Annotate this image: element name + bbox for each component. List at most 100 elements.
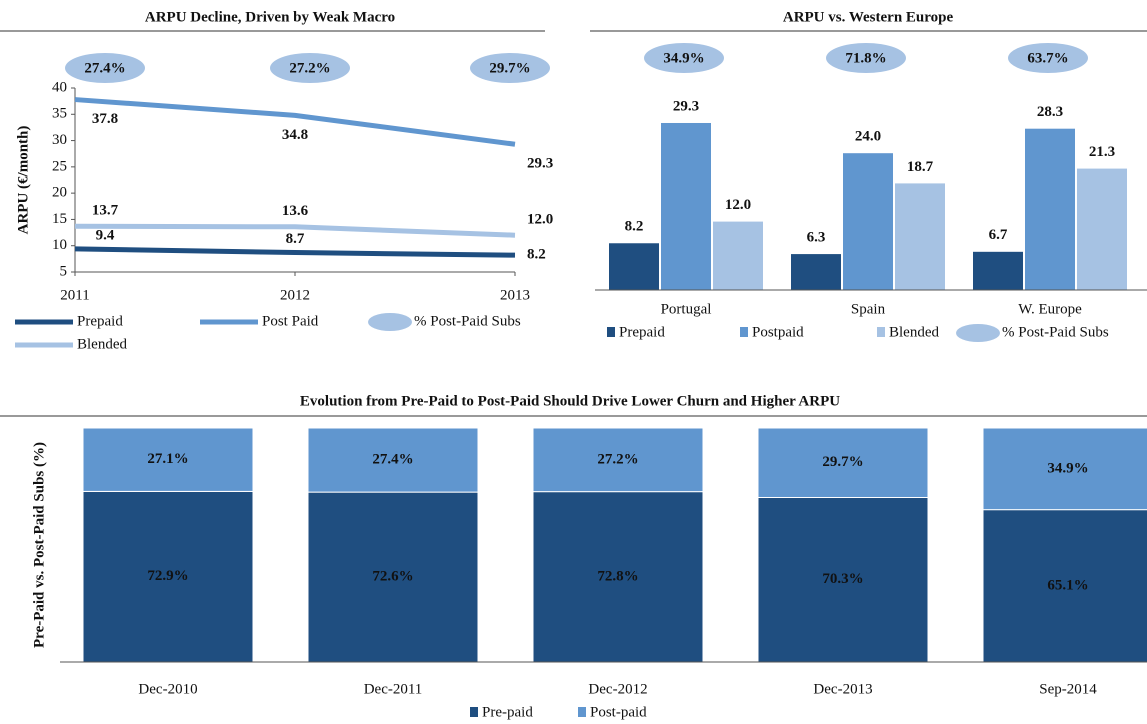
y-tick-label: 40: [52, 79, 67, 95]
x-tick-label: Spain: [851, 301, 886, 317]
legend-label: Prepaid: [619, 324, 665, 340]
legend-label: % Post-Paid Subs: [1002, 324, 1109, 340]
x-tick-label: Dec-2013: [813, 681, 872, 697]
bubble-label: 71.8%: [845, 50, 886, 66]
bubble: [644, 43, 724, 73]
bubble-label: 27.2%: [289, 60, 330, 76]
x-tick-label: Dec-2010: [138, 681, 197, 697]
bar-segment: [82, 490, 254, 663]
data-label: 6.7: [989, 227, 1008, 243]
data-label: 8.7: [286, 231, 305, 247]
legend-label: Blended: [77, 336, 127, 352]
y-axis-label: ARPU (€/month): [15, 126, 31, 235]
series-line: [74, 223, 516, 238]
data-label: 8.2: [625, 219, 644, 235]
data-label: 27.4%: [372, 451, 413, 467]
legend-swatch: [470, 707, 478, 717]
data-label: 12.0: [527, 212, 553, 228]
legend-label: Blended: [889, 324, 939, 340]
y-tick-label: 25: [52, 158, 67, 174]
bar: [973, 251, 1023, 290]
bubble-label: 27.4%: [84, 60, 125, 76]
legend-label: Pre-paid: [482, 704, 533, 720]
legend-swatch: [740, 327, 748, 337]
data-label: 72.8%: [597, 568, 638, 584]
chart-title: Evolution from Pre-Paid to Post-Paid Sho…: [300, 393, 840, 409]
data-label: 9.4: [96, 227, 115, 243]
y-axis-label: Pre-Paid vs. Post-Paid Subs (%): [31, 442, 47, 648]
y-tick-label: 10: [52, 237, 67, 253]
y-tick-label: 5: [60, 263, 68, 279]
bar-segment: [532, 427, 704, 493]
data-label: 34.9%: [1047, 460, 1088, 476]
y-tick-label: 15: [52, 211, 67, 227]
x-tick-label: Portugal: [661, 301, 712, 317]
bar-segment: [982, 427, 1147, 511]
legend-swatch: [578, 707, 586, 717]
chart-title: ARPU vs. Western Europe: [783, 9, 954, 25]
series-line: [74, 97, 516, 147]
chart-title: ARPU Decline, Driven by Weak Macro: [145, 9, 395, 25]
bar: [895, 183, 945, 290]
legend-swatch: [877, 327, 885, 337]
bubble: [1008, 43, 1088, 73]
bar-segment: [532, 491, 704, 663]
data-label: 29.3: [673, 98, 699, 114]
bar: [843, 153, 893, 290]
bar-segment: [307, 427, 479, 493]
data-label: 34.8: [282, 127, 308, 143]
legend-label: % Post-Paid Subs: [414, 313, 521, 329]
bubble-label: 29.7%: [489, 60, 530, 76]
y-tick-label: 30: [52, 132, 67, 148]
data-label: 27.2%: [597, 451, 638, 467]
legend-label: Prepaid: [77, 313, 123, 329]
data-label: 29.7%: [822, 454, 863, 470]
data-label: 13.6: [282, 203, 309, 219]
legend-swatch: [607, 327, 615, 337]
data-label: 21.3: [1089, 144, 1115, 160]
legend-bubble: [956, 324, 1000, 342]
bubble: [270, 53, 350, 83]
bubble: [826, 43, 906, 73]
bar: [1077, 168, 1127, 290]
data-label: 24.0: [855, 129, 881, 145]
legend-bubble: [368, 313, 412, 331]
data-label: 6.3: [807, 230, 826, 246]
bar-segment: [757, 427, 929, 498]
data-label: 72.9%: [147, 568, 188, 584]
data-label: 27.1%: [147, 451, 188, 467]
y-tick-label: 35: [52, 106, 67, 122]
legend-label: Postpaid: [752, 324, 804, 340]
data-label: 18.7: [907, 159, 934, 175]
bar: [661, 122, 711, 291]
bar: [609, 243, 659, 290]
data-label: 28.3: [1037, 104, 1063, 120]
x-tick-label: 2013: [500, 287, 530, 303]
bubble-label: 34.9%: [663, 50, 704, 66]
bar: [713, 221, 763, 290]
data-label: 65.1%: [1047, 577, 1088, 593]
bar-segment: [757, 496, 929, 663]
bubble: [470, 53, 550, 83]
data-label: 37.8: [92, 111, 118, 127]
x-tick-label: Dec-2012: [588, 681, 647, 697]
data-label: 8.2: [527, 247, 546, 263]
x-tick-label: Dec-2011: [364, 681, 423, 697]
data-label: 70.3%: [822, 571, 863, 587]
legend-label: Post-paid: [590, 704, 647, 720]
bar-segment: [82, 427, 254, 492]
x-tick-label: W. Europe: [1018, 301, 1082, 317]
data-label: 12.0: [725, 197, 751, 213]
data-label: 13.7: [92, 203, 119, 219]
bar: [791, 254, 841, 290]
x-tick-label: 2011: [60, 287, 89, 303]
data-label: 29.3: [527, 156, 553, 172]
legend-label: Post Paid: [262, 313, 319, 329]
x-tick-label: 2012: [280, 287, 310, 303]
bar: [1025, 128, 1075, 290]
data-label: 72.6%: [372, 568, 413, 584]
bubble-label: 63.7%: [1027, 50, 1068, 66]
series-line: [74, 246, 516, 258]
bubble: [65, 53, 145, 83]
